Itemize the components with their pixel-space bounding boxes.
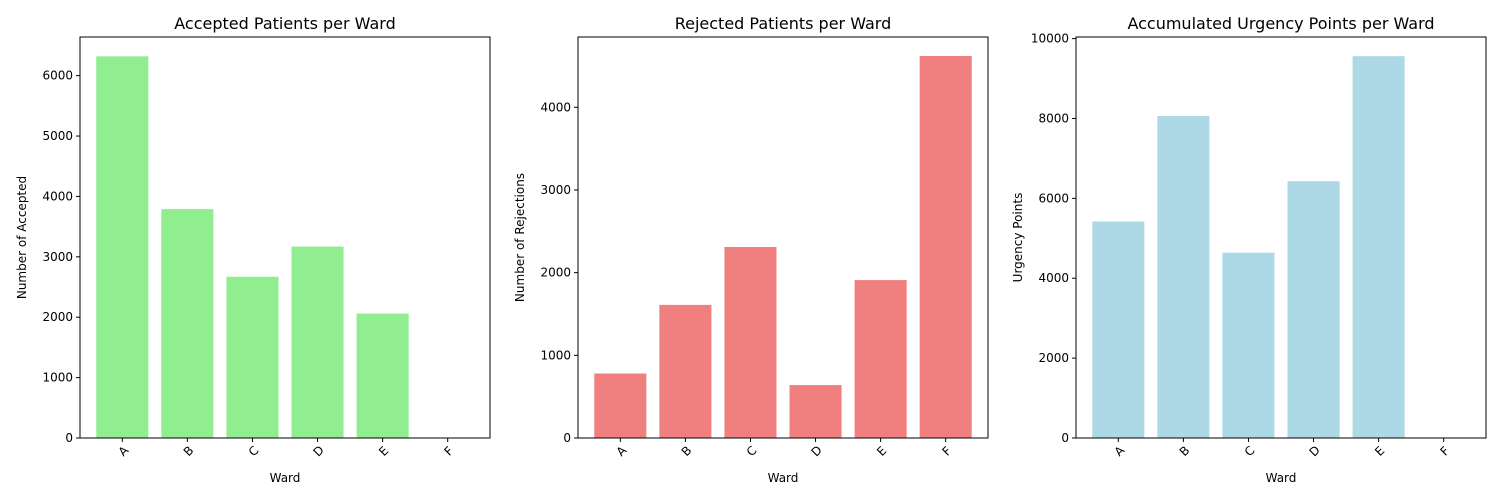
x-tick-label: E [376, 444, 391, 459]
plot-frame [79, 36, 491, 439]
y-axis-label: Number of Accepted [15, 176, 29, 299]
x-axis-label: Ward [1266, 471, 1297, 485]
bar-b [659, 304, 712, 438]
y-tick-label: 1000 [540, 348, 571, 362]
y-tick-label: 4000 [1038, 271, 1069, 285]
x-tick-label: C [744, 443, 760, 459]
y-tick-label: 8000 [1038, 111, 1069, 125]
y-tick-label: 4000 [540, 100, 571, 114]
x-tick-label: B [1177, 443, 1193, 459]
bar-a [96, 56, 149, 438]
x-axis-label: Ward [768, 471, 799, 485]
x-tick-label: C [246, 443, 262, 459]
x-tick-label: A [614, 443, 630, 459]
bar-e [356, 313, 409, 438]
bar-c [724, 247, 777, 438]
y-tick-label: 1000 [42, 371, 73, 385]
y-tick-label: 6000 [42, 69, 73, 83]
y-tick-label: 3000 [42, 250, 73, 264]
chart-panel-3: 0 2000 4000 6000 8000 10000 A B C D E F Accumulated … [1011, 14, 1487, 485]
x-tick-label: E [874, 444, 889, 459]
y-tick-label: 5000 [42, 129, 73, 143]
x-tick-label: D [310, 443, 326, 459]
bar-d [1287, 181, 1340, 438]
x-tick-label: D [808, 443, 824, 459]
bar-b [1157, 116, 1210, 439]
bar-c [226, 276, 279, 438]
y-tick-label: 10000 [1031, 32, 1069, 46]
x-tick-label: B [181, 443, 197, 459]
bar-e [854, 280, 907, 438]
chart-panel-2: 0 1000 2000 3000 4000 A B C D E F Rejected Patients… [513, 14, 989, 485]
chart-title: Rejected Patients per Ward [675, 14, 892, 33]
bar-b [161, 209, 214, 438]
chart-panel-1: 0 1000 2000 3000 4000 5000 6000 A B C D E F Accepted … [15, 14, 491, 485]
y-axis-label: Urgency Points [1011, 193, 1025, 283]
bar-e [1352, 56, 1405, 438]
x-tick-label: F [441, 444, 456, 459]
plot-frame [1075, 36, 1487, 439]
y-tick-label: 3000 [540, 183, 571, 197]
x-tick-label: D [1306, 443, 1322, 459]
y-tick-label: 6000 [1038, 191, 1069, 205]
y-tick-label: 2000 [42, 310, 73, 324]
y-tick-label: 0 [65, 431, 73, 445]
y-tick-label: 0 [1061, 431, 1069, 445]
chart-title: Accumulated Urgency Points per Ward [1127, 14, 1434, 33]
bar-a [594, 373, 647, 438]
x-tick-label: A [116, 443, 132, 459]
y-tick-label: 2000 [540, 266, 571, 280]
x-tick-label: C [1242, 443, 1258, 459]
bar-a [1092, 221, 1145, 438]
plot-frame [577, 36, 989, 439]
bar-d [789, 385, 842, 438]
y-tick-label: 4000 [42, 189, 73, 203]
bar-d [291, 246, 344, 438]
x-tick-label: F [1437, 444, 1452, 459]
y-tick-label: 0 [563, 431, 571, 445]
y-tick-label: 2000 [1038, 351, 1069, 365]
chart-title: Accepted Patients per Ward [174, 14, 395, 33]
bar-f [919, 56, 972, 439]
bar-c [1222, 252, 1275, 438]
y-axis-label: Number of Rejections [513, 173, 527, 302]
x-tick-label: E [1372, 444, 1387, 459]
x-tick-label: B [679, 443, 695, 459]
x-axis-label: Ward [270, 471, 301, 485]
x-tick-label: F [939, 444, 954, 459]
x-tick-label: A [1112, 443, 1128, 459]
